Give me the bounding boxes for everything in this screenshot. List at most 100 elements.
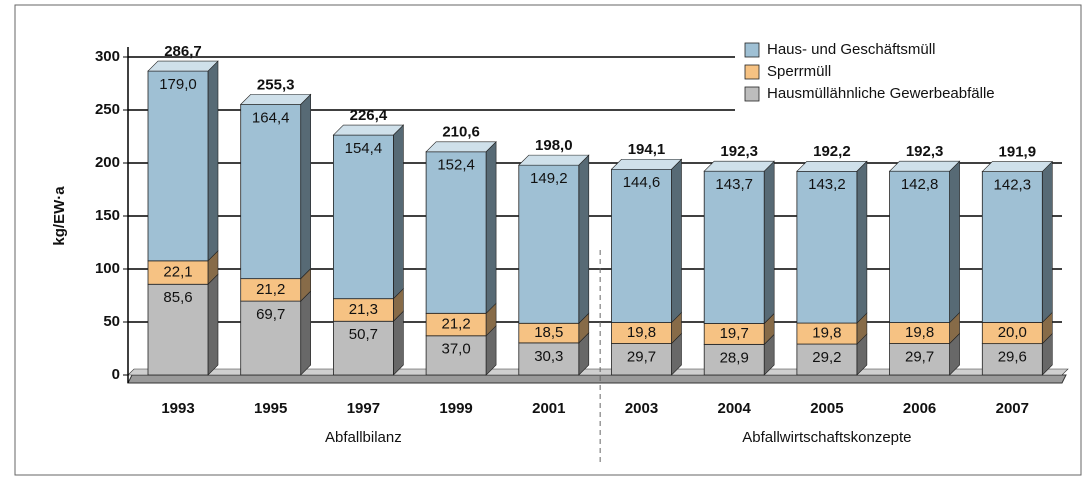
bar (703, 170, 765, 324)
value-label: 69,7 (256, 306, 285, 323)
y-tick-label: 200 (95, 154, 120, 171)
value-label: 19,8 (905, 324, 934, 341)
bar (332, 320, 394, 376)
value-label: 20,0 (998, 324, 1027, 341)
bar-top (425, 141, 497, 153)
total-label: 192,3 (906, 143, 944, 160)
value-label: 143,7 (715, 176, 753, 193)
group-label: Abfallwirtschaftskonzepte (742, 429, 911, 446)
total-label: 192,3 (720, 143, 758, 160)
bar-side (300, 290, 312, 376)
group-label: Abfallbilanz (325, 429, 402, 446)
y-tick-label: 250 (95, 101, 120, 118)
y-axis-label: kg/EW·a (51, 186, 68, 246)
bar-top (610, 158, 683, 170)
bar (240, 300, 302, 376)
bar-top (518, 154, 590, 166)
total-label: 192,2 (813, 143, 851, 160)
bar-top (981, 161, 1054, 172)
legend-swatch (744, 86, 760, 102)
value-label: 142,3 (994, 177, 1032, 194)
value-label: 85,6 (163, 289, 192, 306)
legend-swatch (744, 64, 760, 80)
x-tick-label: 1995 (254, 400, 287, 417)
bar (425, 335, 487, 376)
bar (981, 343, 1043, 376)
bar (611, 168, 672, 323)
y-tick-label: 50 (103, 313, 120, 330)
bar (518, 164, 580, 324)
legend-label: Hausmüllähnliche Gewerbeabfälle (767, 85, 995, 102)
total-label: 194,1 (628, 141, 666, 158)
bar-side (763, 160, 775, 325)
value-label: 28,9 (720, 349, 749, 366)
bar-side (949, 160, 960, 324)
value-label: 29,7 (905, 348, 934, 365)
total-label: 210,6 (442, 124, 480, 141)
x-tick-label: 2003 (625, 400, 658, 417)
bar (796, 170, 858, 324)
y-tick-label: 100 (95, 260, 120, 277)
bar-side (485, 141, 497, 315)
bar (147, 70, 209, 262)
bar-side (393, 310, 404, 376)
value-label: 21,2 (441, 316, 470, 333)
x-tick-label: 2005 (810, 400, 843, 417)
y-tick-label: 150 (95, 207, 120, 224)
x-tick-label: 2006 (903, 400, 936, 417)
value-label: 29,6 (998, 349, 1027, 366)
bar-side (671, 158, 682, 324)
legend-label: Haus- und Geschäftsmüll (767, 41, 935, 58)
value-label: 29,2 (812, 349, 841, 366)
bar-top (888, 160, 961, 172)
value-label: 18,5 (534, 324, 563, 341)
bar-side (207, 273, 219, 376)
total-label: 191,9 (999, 144, 1037, 161)
total-label: 226,4 (350, 107, 388, 124)
bar (518, 342, 580, 376)
bar-top (239, 94, 312, 105)
x-tick-label: 1993 (161, 400, 194, 417)
value-label: 29,7 (627, 348, 656, 365)
bar-side (207, 60, 219, 262)
total-label: 198,0 (535, 137, 573, 154)
value-label: 37,0 (441, 341, 470, 358)
value-label: 50,7 (349, 326, 378, 343)
frame (14, 4, 1082, 476)
x-tick-label: 1999 (439, 400, 472, 417)
bar-side (300, 93, 312, 280)
bar (425, 151, 487, 314)
bar-side (1042, 160, 1053, 324)
bar-side (393, 124, 404, 300)
value-label: 19,8 (812, 325, 841, 342)
value-label: 143,2 (808, 176, 846, 193)
value-label: 154,4 (345, 140, 383, 157)
x-tick-label: 2007 (996, 400, 1029, 417)
total-label: 255,3 (257, 76, 295, 93)
legend-label: Sperrmüll (767, 63, 831, 80)
bar (981, 171, 1043, 323)
bar-top (703, 160, 775, 172)
y-tick-label: 300 (95, 48, 120, 65)
value-label: 21,3 (349, 301, 378, 318)
bar (889, 343, 950, 376)
value-label: 164,4 (252, 109, 290, 126)
value-label: 22,1 (163, 264, 192, 281)
bar (889, 170, 950, 323)
bar-top (147, 60, 219, 72)
bar (240, 103, 302, 280)
y-tick-label: 0 (112, 366, 120, 383)
value-label: 144,6 (623, 174, 661, 191)
x-tick-label: 1997 (347, 400, 380, 417)
bar-top (332, 124, 405, 136)
value-label: 21,2 (256, 281, 285, 298)
x-tick-label: 2001 (532, 400, 565, 417)
value-label: 30,3 (534, 348, 563, 365)
legend-swatch (744, 42, 760, 58)
bar (611, 343, 672, 376)
bar-side (578, 154, 590, 324)
value-label: 19,7 (720, 325, 749, 342)
total-label: 286,7 (164, 43, 202, 60)
bar (332, 134, 394, 300)
